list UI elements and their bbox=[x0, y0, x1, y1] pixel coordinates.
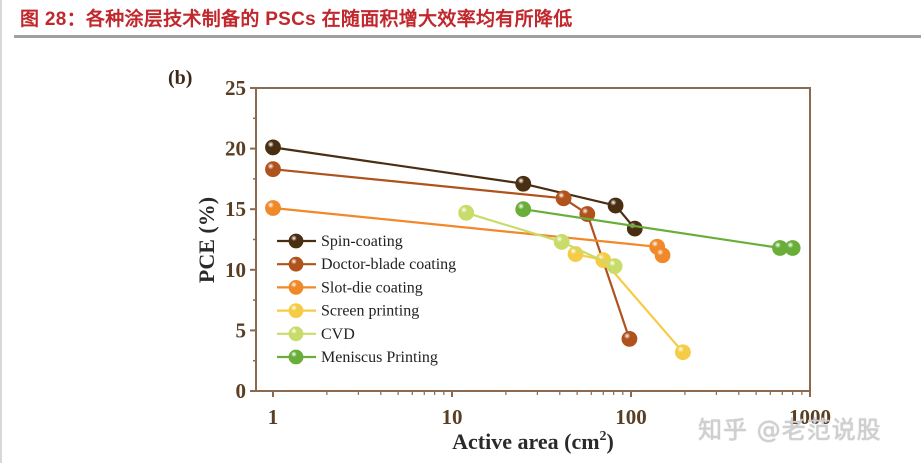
legend-item: Doctor-blade coating bbox=[277, 256, 456, 273]
data-point bbox=[621, 330, 638, 347]
y-tick-label: 25 bbox=[225, 76, 246, 100]
series-meniscus-printing bbox=[515, 201, 801, 256]
series-slot-die-coating bbox=[265, 200, 671, 264]
data-point bbox=[654, 247, 671, 264]
series-cvd bbox=[458, 204, 623, 275]
data-point bbox=[265, 139, 281, 156]
y-axis-label: PCE (%) bbox=[194, 197, 219, 283]
data-point bbox=[606, 258, 623, 275]
legend-label: CVD bbox=[321, 326, 355, 343]
legend: Spin-coating Doctor-blade coating Slot-die… bbox=[277, 233, 456, 366]
x-tick-label: 1 bbox=[268, 405, 279, 429]
y-tick-label: 10 bbox=[225, 258, 246, 282]
data-point bbox=[675, 344, 691, 361]
page-left-border bbox=[0, 0, 2, 463]
watermark: 知乎 @老范说股 bbox=[698, 416, 882, 444]
data-point bbox=[515, 175, 532, 192]
data-point bbox=[607, 197, 624, 214]
data-point bbox=[515, 201, 532, 218]
panel-label: (b) bbox=[168, 67, 192, 89]
y-tick-label: 20 bbox=[225, 137, 246, 161]
data-point bbox=[555, 190, 572, 207]
legend-item: Meniscus Printing bbox=[277, 349, 438, 366]
legend-item: CVD bbox=[277, 326, 355, 343]
data-point bbox=[784, 240, 801, 256]
title-divider bbox=[14, 35, 921, 38]
x-tick-label: 1000 bbox=[789, 405, 831, 429]
data-point bbox=[626, 220, 643, 237]
legend-label: Screen printing bbox=[321, 303, 419, 320]
data-point bbox=[265, 161, 281, 178]
x-tick-label: 10 bbox=[442, 405, 463, 429]
data-point bbox=[458, 204, 475, 221]
y-tick-label: 0 bbox=[236, 379, 247, 403]
figure-title: 图 28：各种涂层技术制备的 PSCs 在随面积增大效率均有所降低 bbox=[20, 9, 573, 30]
x-axis-label: Active area (cm2) bbox=[452, 429, 614, 454]
legend-label: Spin-coating bbox=[321, 233, 403, 250]
legend-label: Doctor-blade coating bbox=[321, 256, 456, 273]
axes: 0 5 10 15 20 25 1 10 100 1000 bbox=[225, 76, 831, 429]
y-tick-label: 5 bbox=[236, 318, 247, 342]
legend-item: Spin-coating bbox=[277, 233, 403, 250]
legend-label: Meniscus Printing bbox=[321, 349, 438, 366]
legend-item: Slot-die coating bbox=[277, 279, 423, 296]
data-series bbox=[265, 139, 801, 361]
legend-label: Slot-die coating bbox=[321, 279, 423, 296]
legend-item: Screen printing bbox=[277, 303, 419, 320]
data-point bbox=[553, 234, 570, 250]
x-tick-label: 100 bbox=[615, 405, 647, 429]
series-doctor-blade-coating bbox=[265, 161, 638, 347]
data-point bbox=[265, 200, 281, 216]
y-tick-label: 15 bbox=[225, 197, 246, 221]
